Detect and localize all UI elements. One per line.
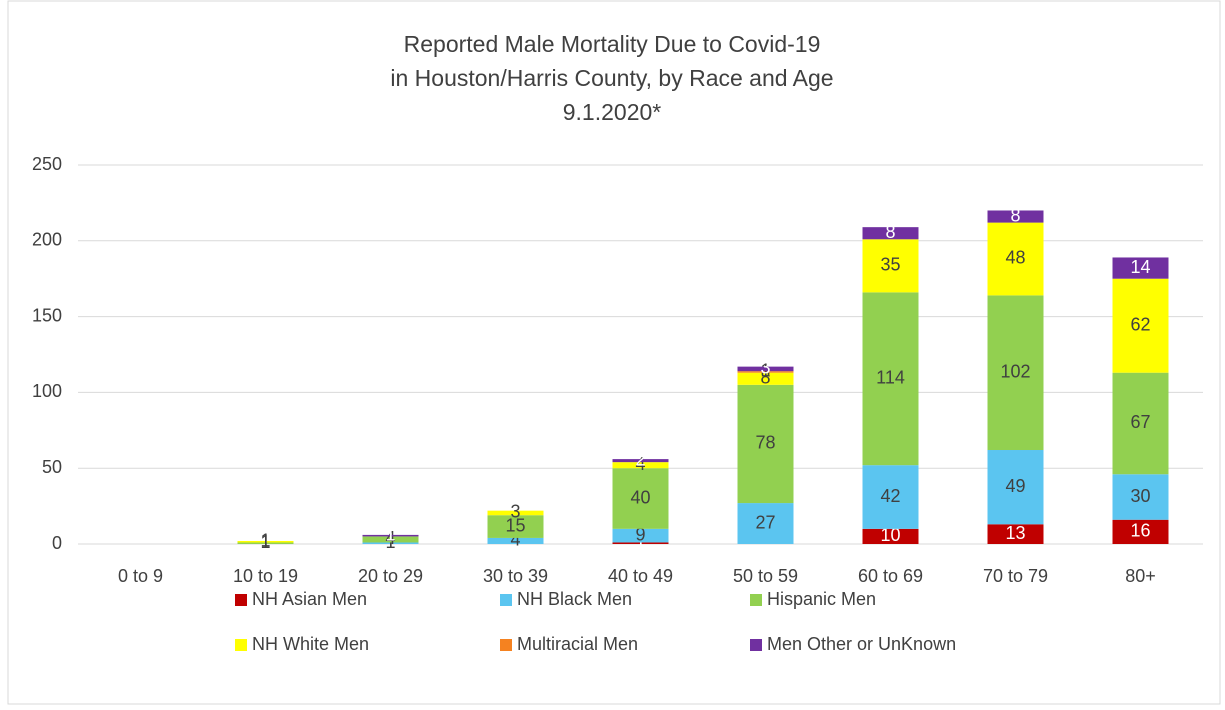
legend-swatch bbox=[235, 639, 247, 651]
data-label: 14 bbox=[1130, 257, 1150, 277]
data-label: 8 bbox=[885, 222, 895, 242]
x-tick-label: 50 to 59 bbox=[733, 566, 798, 586]
data-label: 16 bbox=[1130, 521, 1150, 541]
legend-label: NH White Men bbox=[252, 634, 369, 654]
x-tick-label: 10 to 19 bbox=[233, 566, 298, 586]
bar-segment bbox=[1112, 372, 1169, 475]
bar-segment bbox=[487, 510, 544, 516]
data-label: 49 bbox=[1005, 476, 1025, 496]
chart-title: 9.1.2020* bbox=[563, 99, 662, 125]
bar-segment bbox=[1112, 474, 1169, 520]
chart-title: in Houston/Harris County, by Race and Ag… bbox=[390, 65, 833, 91]
bar-segment bbox=[737, 503, 794, 544]
bar-segment bbox=[737, 384, 794, 504]
data-label: 30 bbox=[1130, 486, 1150, 506]
data-label: 4 bbox=[635, 454, 645, 474]
bar-segment bbox=[362, 534, 419, 537]
bar-segment bbox=[862, 227, 919, 240]
legend-swatch bbox=[235, 594, 247, 606]
data-label: 48 bbox=[1005, 248, 1025, 268]
data-label: 13 bbox=[1005, 523, 1025, 543]
x-tick-label: 60 to 69 bbox=[858, 566, 923, 586]
data-label: 1 bbox=[385, 524, 395, 544]
bar-segment bbox=[737, 366, 794, 372]
bar-segment bbox=[237, 542, 294, 544]
bar-segment bbox=[862, 239, 919, 293]
y-tick-label: 100 bbox=[32, 381, 62, 401]
legend-label: Men Other or UnKnown bbox=[767, 634, 956, 654]
bar-segment bbox=[1112, 257, 1169, 279]
x-tick-label: 30 to 39 bbox=[483, 566, 548, 586]
bar-segment bbox=[612, 542, 669, 544]
legend-label: NH Black Men bbox=[517, 589, 632, 609]
legend-swatch bbox=[750, 639, 762, 651]
legend-swatch bbox=[750, 594, 762, 606]
y-tick-label: 250 bbox=[32, 154, 62, 174]
data-label: 1 bbox=[260, 530, 270, 550]
bar-segment bbox=[1112, 519, 1169, 544]
bar-segment bbox=[237, 540, 294, 543]
y-tick-label: 150 bbox=[32, 305, 62, 325]
bar-segment bbox=[362, 536, 419, 543]
bar-segment bbox=[612, 528, 669, 543]
legend-swatch bbox=[500, 594, 512, 606]
data-label: 8 bbox=[1010, 205, 1020, 225]
data-label: 67 bbox=[1130, 412, 1150, 432]
data-label: 35 bbox=[880, 255, 900, 275]
data-label: 9 bbox=[635, 524, 645, 544]
bar-segment bbox=[987, 450, 1044, 525]
x-tick-label: 80+ bbox=[1125, 566, 1156, 586]
legend-swatch bbox=[500, 639, 512, 651]
legend-label: Hispanic Men bbox=[767, 589, 876, 609]
bar-segment bbox=[862, 292, 919, 466]
data-label: 27 bbox=[755, 512, 775, 532]
data-label: 42 bbox=[880, 486, 900, 506]
bar-segment bbox=[987, 295, 1044, 451]
data-label: 40 bbox=[630, 487, 650, 507]
bar-segment bbox=[862, 528, 919, 544]
bar-segment bbox=[1112, 278, 1169, 373]
bar-segment bbox=[987, 524, 1044, 544]
x-tick-label: 40 to 49 bbox=[608, 566, 673, 586]
bar-segment bbox=[737, 371, 794, 373]
chart-title: Reported Male Mortality Due to Covid-19 bbox=[404, 31, 821, 57]
x-tick-label: 70 to 79 bbox=[983, 566, 1048, 586]
y-tick-label: 0 bbox=[52, 533, 62, 553]
y-tick-label: 50 bbox=[42, 457, 62, 477]
bar-segment bbox=[737, 372, 794, 385]
data-label: 8 bbox=[760, 368, 770, 388]
y-tick-label: 200 bbox=[32, 230, 62, 250]
bar-segment bbox=[487, 515, 544, 538]
bar-segment bbox=[987, 210, 1044, 223]
data-label: 10 bbox=[880, 525, 900, 545]
bar-segment bbox=[612, 459, 669, 463]
bar-segment bbox=[487, 537, 544, 544]
data-label: 15 bbox=[505, 515, 525, 535]
x-tick-label: 0 to 9 bbox=[118, 566, 163, 586]
data-label: 114 bbox=[876, 368, 905, 388]
bar-segment bbox=[362, 542, 419, 544]
data-label: 4 bbox=[385, 528, 395, 548]
data-label: 3 bbox=[510, 502, 520, 522]
legend-label: Multiracial Men bbox=[517, 634, 638, 654]
data-label: 3 bbox=[760, 358, 770, 378]
data-label: 78 bbox=[755, 433, 775, 453]
bar-segment bbox=[987, 222, 1044, 296]
data-label: 62 bbox=[1130, 314, 1150, 334]
bar-segment bbox=[862, 465, 919, 529]
data-label: 2 bbox=[635, 449, 645, 469]
x-tick-label: 20 to 29 bbox=[358, 566, 423, 586]
bar-segment bbox=[612, 462, 669, 469]
bar-segment bbox=[612, 468, 669, 529]
data-label: 102 bbox=[1000, 361, 1030, 381]
legend-label: NH Asian Men bbox=[252, 589, 367, 609]
data-label: 4 bbox=[510, 530, 520, 550]
